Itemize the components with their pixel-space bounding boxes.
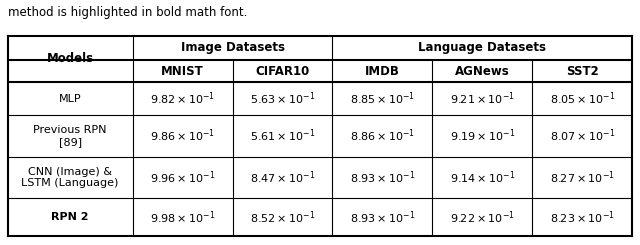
Text: Models: Models xyxy=(47,52,93,65)
Text: $9.22 \times 10^{-1}$: $9.22 \times 10^{-1}$ xyxy=(450,209,515,226)
Text: CNN (Image) &
LSTM (Language): CNN (Image) & LSTM (Language) xyxy=(22,167,119,188)
Text: MNIST: MNIST xyxy=(161,65,204,78)
Text: $8.47 \times 10^{-1}$: $8.47 \times 10^{-1}$ xyxy=(250,169,316,186)
Text: $9.19 \times 10^{-1}$: $9.19 \times 10^{-1}$ xyxy=(450,128,515,144)
Text: $8.93 \times 10^{-1}$: $8.93 \times 10^{-1}$ xyxy=(349,209,415,226)
Text: $9.14 \times 10^{-1}$: $9.14 \times 10^{-1}$ xyxy=(450,169,515,186)
Text: CIFAR10: CIFAR10 xyxy=(255,65,310,78)
Text: $8.23 \times 10^{-1}$: $8.23 \times 10^{-1}$ xyxy=(550,209,615,226)
Text: RPN 2: RPN 2 xyxy=(51,212,89,222)
Text: $9.82 \times 10^{-1}$: $9.82 \times 10^{-1}$ xyxy=(150,90,215,107)
Text: $9.96 \times 10^{-1}$: $9.96 \times 10^{-1}$ xyxy=(150,169,215,186)
Text: $8.85 \times 10^{-1}$: $8.85 \times 10^{-1}$ xyxy=(350,90,415,107)
Text: $9.86 \times 10^{-1}$: $9.86 \times 10^{-1}$ xyxy=(150,128,215,144)
Text: $8.52 \times 10^{-1}$: $8.52 \times 10^{-1}$ xyxy=(250,209,316,226)
Text: $8.07 \times 10^{-1}$: $8.07 \times 10^{-1}$ xyxy=(550,128,615,144)
Text: $9.98 \times 10^{-1}$: $9.98 \times 10^{-1}$ xyxy=(150,209,215,226)
Text: Language Datasets: Language Datasets xyxy=(419,41,547,54)
Text: AGNews: AGNews xyxy=(455,65,510,78)
Text: IMDB: IMDB xyxy=(365,65,400,78)
Text: method is highlighted in bold math font.: method is highlighted in bold math font. xyxy=(8,6,247,19)
Text: $9.21 \times 10^{-1}$: $9.21 \times 10^{-1}$ xyxy=(450,90,515,107)
Text: MLP: MLP xyxy=(59,94,81,104)
Text: $8.86 \times 10^{-1}$: $8.86 \times 10^{-1}$ xyxy=(350,128,415,144)
Text: $8.27 \times 10^{-1}$: $8.27 \times 10^{-1}$ xyxy=(550,169,615,186)
Text: Previous RPN
[89]: Previous RPN [89] xyxy=(33,125,107,147)
Text: $8.05 \times 10^{-1}$: $8.05 \times 10^{-1}$ xyxy=(550,90,615,107)
Text: $8.93 \times 10^{-1}$: $8.93 \times 10^{-1}$ xyxy=(349,169,415,186)
Text: $5.61 \times 10^{-1}$: $5.61 \times 10^{-1}$ xyxy=(250,128,316,144)
Text: SST2: SST2 xyxy=(566,65,599,78)
Text: Image Datasets: Image Datasets xyxy=(180,41,285,54)
Text: $5.63 \times 10^{-1}$: $5.63 \times 10^{-1}$ xyxy=(250,90,316,107)
